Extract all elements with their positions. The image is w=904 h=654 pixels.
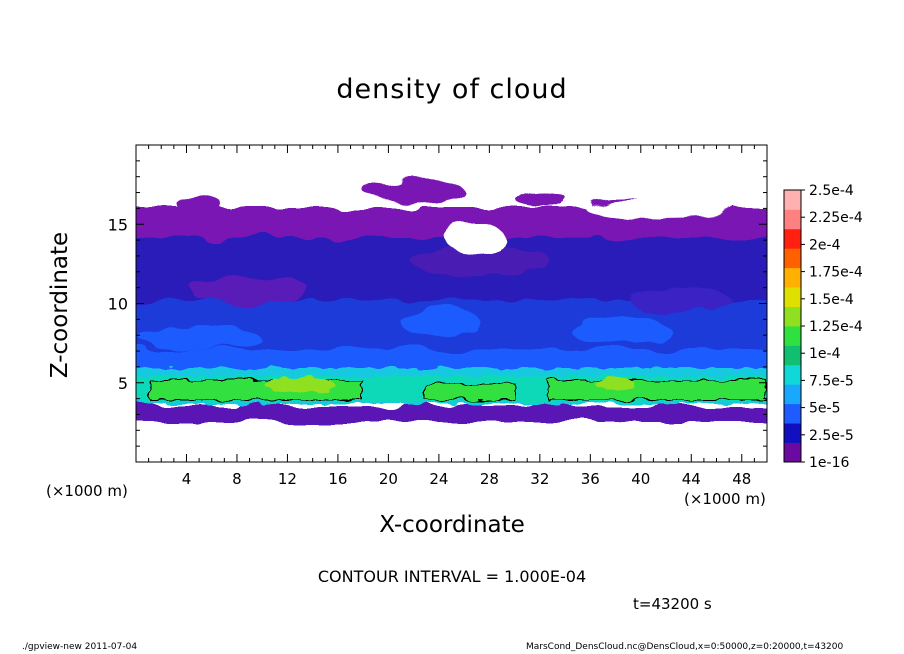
x-tick-label: 20 <box>379 470 398 488</box>
colorbar-swatch <box>784 423 801 443</box>
colorbar-swatch <box>784 345 801 366</box>
colorbar-swatch <box>784 287 801 307</box>
x-unit-right: (×1000 m) <box>684 490 766 508</box>
mid-patch-2 <box>410 244 550 276</box>
colorbar-swatch <box>784 306 801 327</box>
lower-patch-1 <box>400 308 480 336</box>
colorbar-label: 1e-16 <box>809 455 849 471</box>
cloud-gap-2 <box>585 198 735 218</box>
y-tick-label: 5 <box>118 374 128 393</box>
colorbar: 2.5e-4 2.25e-4 2e-4 1.75e-4 1.5e-4 1.25e-4 1e-… <box>783 183 863 471</box>
colorbar-swatch <box>784 326 801 346</box>
x-tick-label: 32 <box>530 470 549 488</box>
cloud-gap-1 <box>445 224 505 252</box>
colorbar-label: 2e-4 <box>809 237 841 253</box>
x-tick-label: 24 <box>429 470 448 488</box>
colorbar-swatch <box>784 190 801 210</box>
colorbar-label: 2.5e-5 <box>809 428 854 444</box>
x-axis-label: X-coordinate <box>379 512 525 538</box>
x-tick-label: 4 <box>182 470 192 488</box>
colorbar-label: 1.25e-4 <box>809 319 863 335</box>
mid-patch-1 <box>190 276 310 304</box>
colorbar-swatch <box>784 228 801 249</box>
x-tick-label: 16 <box>328 470 347 488</box>
yellow-green-peak <box>265 377 335 393</box>
colorbar-swatch <box>784 364 801 385</box>
mid-patch-3 <box>630 286 730 314</box>
colorbar-swatch <box>784 403 801 424</box>
upper-cloud-puff-2 <box>365 180 465 204</box>
x-unit-left: (×1000 m) <box>46 482 128 500</box>
lower-patch-3 <box>140 326 260 350</box>
x-tick-label: 12 <box>278 470 297 488</box>
colorbar-label: 1.5e-4 <box>809 292 854 308</box>
colorbar-label: 2.5e-4 <box>809 183 854 199</box>
cloud-gap-3 <box>220 187 360 203</box>
cloud-bottom-edge <box>136 405 767 422</box>
colorbar-swatch <box>784 442 801 463</box>
contour-interval-text: CONTOUR INTERVAL = 1.000E-04 <box>317 567 587 586</box>
colorbar-label: 1e-4 <box>809 346 841 362</box>
footer-left: ./gpview-new 2011-07-04 <box>22 642 138 652</box>
colorbar-swatch <box>784 209 801 230</box>
colorbar-label: 7.5e-5 <box>809 373 854 389</box>
footer-right: MarsCond_DensCloud.nc@DensCloud,x=0:5000… <box>526 642 844 652</box>
x-tick-label: 48 <box>732 470 751 488</box>
y-tick-label: 10 <box>108 295 128 314</box>
y-tick-label: 15 <box>108 215 128 234</box>
colorbar-swatch <box>784 384 801 405</box>
upper-cloud-puff-1 <box>178 195 222 215</box>
lower-patch-2 <box>570 316 670 344</box>
colorbar-swatch <box>784 248 801 269</box>
x-tick-label: 40 <box>631 470 650 488</box>
upper-cloud-puff-3 <box>515 189 565 207</box>
green-core-2 <box>424 383 516 401</box>
yellow-green-peak-2 <box>595 378 635 390</box>
x-tick-label: 28 <box>480 470 499 488</box>
x-tick-label: 8 <box>232 470 242 488</box>
chart-title: density of cloud <box>336 74 568 105</box>
x-tick-label: 44 <box>682 470 701 488</box>
colorbar-swatch <box>784 267 801 288</box>
x-ticks: 4 8 12 16 20 24 28 32 36 40 44 48 <box>148 145 755 488</box>
y-ticks: 5 10 15 <box>108 160 767 447</box>
x-tick-label: 36 <box>581 470 600 488</box>
colorbar-label: 1.75e-4 <box>809 265 863 281</box>
colorbar-label: 5e-5 <box>809 401 840 417</box>
colorbar-label: 2.25e-4 <box>809 210 863 226</box>
green-core-3 <box>547 379 767 401</box>
time-label: t=43200 s <box>633 595 712 613</box>
